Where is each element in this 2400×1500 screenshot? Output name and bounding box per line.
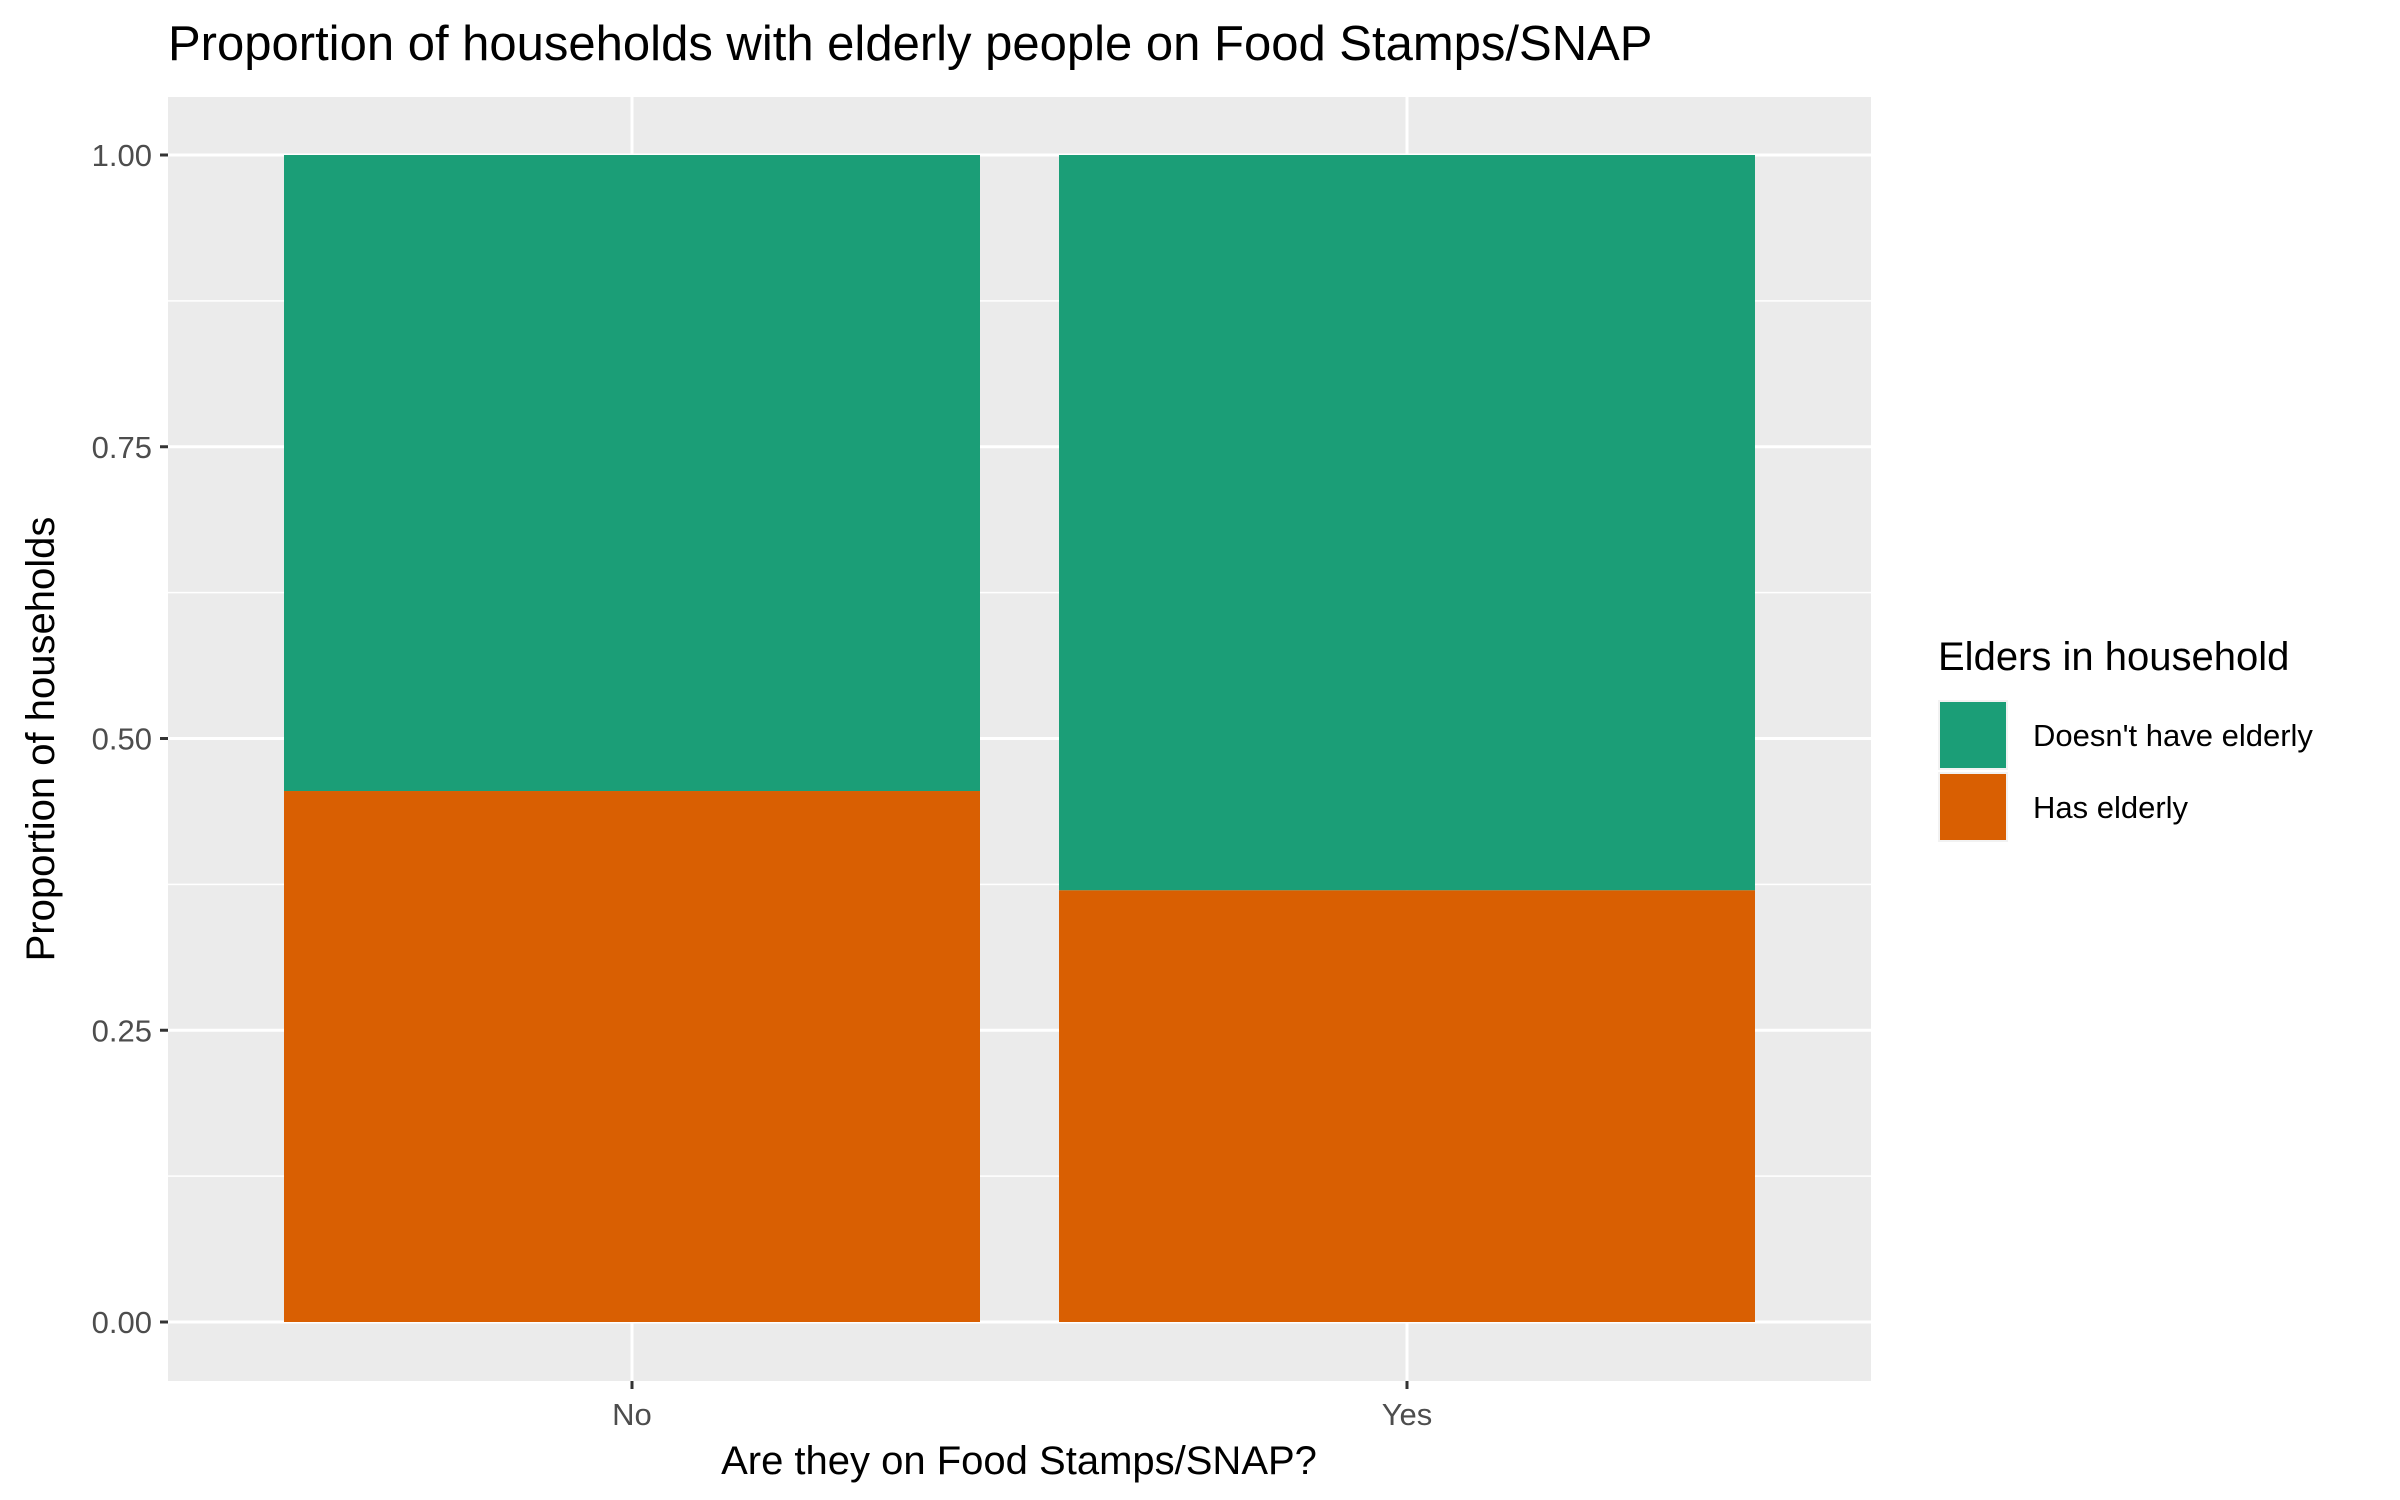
legend-label: Doesn't have elderly [2033, 718, 2313, 753]
legend: Elders in household Doesn't have elderly… [1938, 635, 2313, 842]
bar-no-doesn-t-have-elderly [284, 155, 980, 792]
y-tick-label: 0.00 [92, 1305, 152, 1340]
legend-swatch [1940, 702, 2006, 768]
bars [284, 155, 1755, 1322]
bar-yes-doesn-t-have-elderly [1059, 155, 1755, 891]
y-tick-label: 1.00 [92, 138, 152, 173]
y-axis-title: Proportion of households [19, 517, 63, 962]
x-tick-label: Yes [1382, 1397, 1433, 1432]
legend-label: Has elderly [2033, 790, 2189, 825]
x-tick-label: No [612, 1397, 652, 1432]
x-axis: No Yes [612, 1381, 1432, 1432]
bar-yes-has-elderly [1059, 890, 1755, 1322]
bar-no-has-elderly [284, 791, 980, 1322]
y-tick-label: 0.25 [92, 1013, 152, 1048]
y-tick-label: 0.75 [92, 430, 152, 465]
legend-swatch [1940, 774, 2006, 840]
chart-title: Proportion of households with elderly pe… [168, 17, 1652, 71]
y-tick-label: 0.50 [92, 722, 152, 757]
y-axis: 0.00 0.25 0.50 0.75 1.00 [92, 138, 168, 1340]
legend-title: Elders in household [1938, 635, 2289, 679]
x-axis-title: Are they on Food Stamps/SNAP? [721, 1439, 1317, 1483]
